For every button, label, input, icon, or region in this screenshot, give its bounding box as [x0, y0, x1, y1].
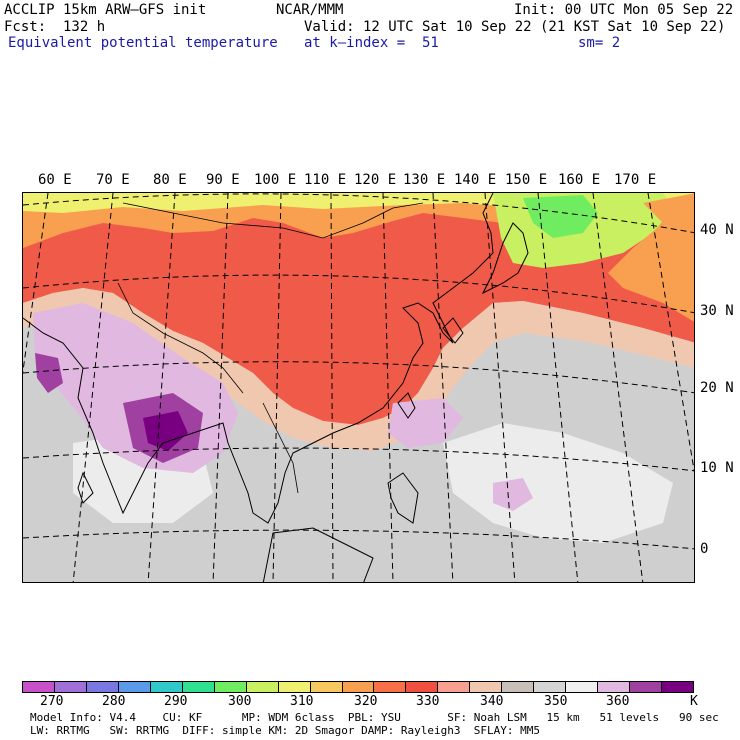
india-dark-purple: [143, 411, 188, 451]
colorbar-swatch-3: [118, 682, 151, 692]
mongolia-border: [122, 202, 424, 239]
colorbar-swatch-11: [374, 682, 407, 692]
lat-label-20n: 20 N: [700, 380, 734, 396]
colorbar-label-360: 360: [606, 694, 630, 709]
lon-line-100e: [272, 193, 282, 582]
center-name: NCAR/MMM: [276, 2, 344, 18]
lon-line-130e: [432, 193, 454, 582]
colorbar-swatch-5: [182, 682, 215, 692]
colorbar-swatch-0: [23, 682, 55, 692]
lon-label-90e: 90 E: [206, 172, 240, 188]
lat-line-10n: [23, 447, 694, 472]
init-time: Init: 00 UTC Mon 05 Sep 22: [514, 2, 734, 18]
valid-time: Valid: 12 UTC Sat 10 Sep 22 (21 KST Sat …: [304, 19, 726, 35]
colorbar-swatch-17: [566, 682, 599, 692]
colorbar-swatch-8: [278, 682, 311, 692]
level-info: at k–index = 51: [304, 35, 439, 51]
lon-label-130e: 130 E: [403, 172, 446, 188]
lon-label-160e: 160 E: [558, 172, 601, 188]
lat-label-10n: 10 N: [700, 460, 734, 476]
lon-line-60e: [23, 193, 49, 375]
colorbar-label-270: 270: [40, 694, 64, 709]
colorbar-swatch-7: [246, 682, 279, 692]
colorbar-swatch-15: [502, 682, 535, 692]
theta-e-map: [22, 192, 695, 583]
colorbar-label-280: 280: [102, 694, 126, 709]
pacific-lilac: [388, 398, 463, 448]
transition-belt: [23, 288, 694, 451]
colorbar-swatch-9: [310, 682, 343, 692]
lat-label-40n: 40 N: [700, 222, 734, 238]
colorbar-swatch-4: [150, 682, 183, 692]
colorbar-label-330: 330: [416, 694, 440, 709]
colorbar-swatch-13: [438, 682, 471, 692]
colorbar-label-320: 320: [354, 694, 378, 709]
field-name: Equivalent potential temperature: [8, 35, 278, 51]
map-svg: [23, 193, 694, 582]
model-info-line-2: LW: RRTMG SW: RRTMG DIFF: simple KM: 2D …: [30, 724, 540, 737]
west-purple: [35, 353, 63, 393]
lon-line-80e: [147, 193, 176, 582]
lon-label-170e: 170 E: [614, 172, 657, 188]
colorbar-swatch-2: [86, 682, 119, 692]
korea-coastline: [442, 317, 464, 344]
colorbar-swatch-20: [662, 682, 694, 692]
lon-line-160e: [592, 193, 644, 582]
philippines-coastline: [387, 472, 419, 524]
borders: [117, 202, 424, 494]
colorbar-label-340: 340: [480, 694, 504, 709]
lat-line-0: [23, 529, 694, 550]
model-info-line-1: Model Info: V4.4 CU: KF MP: WDM 6class P…: [30, 711, 719, 724]
colorbar-label-300: 300: [228, 694, 252, 709]
lon-line-70e: [72, 193, 114, 582]
colorbar-swatch-6: [214, 682, 247, 692]
indochina-border: [262, 402, 299, 494]
colorbar-label-310: 310: [290, 694, 314, 709]
colorbar-swatch-10: [342, 682, 375, 692]
lon-label-60e: 60 E: [38, 172, 72, 188]
colorbar-swatch-19: [630, 682, 663, 692]
japan-coastline: [481, 222, 529, 295]
smoothing-info: sm= 2: [578, 35, 621, 51]
himalaya-border: [117, 282, 244, 394]
colorbar: [22, 681, 694, 693]
lon-label-100e: 100 E: [254, 172, 297, 188]
borneo-coastline: [262, 527, 374, 582]
lon-label-70e: 70 E: [96, 172, 130, 188]
colorbar-swatch-1: [54, 682, 87, 692]
colorbar-label-350: 350: [544, 694, 568, 709]
colorbar-label-290: 290: [164, 694, 188, 709]
lat-label-0: 0: [700, 541, 709, 557]
lon-line-120e: [382, 193, 394, 582]
colorbar-swatch-14: [470, 682, 503, 692]
sri-lanka-coastline: [77, 471, 94, 504]
lon-label-80e: 80 E: [153, 172, 187, 188]
ne-orange: [608, 193, 694, 322]
lat-label-30n: 30 N: [700, 303, 734, 319]
colorbar-swatch-12: [406, 682, 439, 692]
model-title: ACCLIP 15km ARW–GFS init: [4, 2, 207, 18]
taiwan-coastline: [397, 392, 416, 419]
pacific-lilac-2: [493, 478, 533, 511]
colorbar-unit: K: [690, 694, 698, 709]
graticule: [23, 193, 694, 582]
lon-label-110e: 110 E: [304, 172, 347, 188]
lon-label-150e: 150 E: [505, 172, 548, 188]
lon-label-140e: 140 E: [454, 172, 497, 188]
coastlines: [23, 193, 529, 582]
ocean-light-patch: [443, 423, 673, 543]
asia-coastline: [23, 193, 494, 524]
lon-line-110e: [330, 193, 334, 582]
lon-line-90e: [212, 193, 229, 582]
colorbar-swatch-16: [534, 682, 567, 692]
colorbar-swatch-18: [598, 682, 631, 692]
lon-line-140e: [484, 193, 516, 582]
lon-label-120e: 120 E: [354, 172, 397, 188]
lon-line-150e: [537, 193, 579, 582]
forecast-hour: Fcst: 132 h: [4, 19, 106, 35]
